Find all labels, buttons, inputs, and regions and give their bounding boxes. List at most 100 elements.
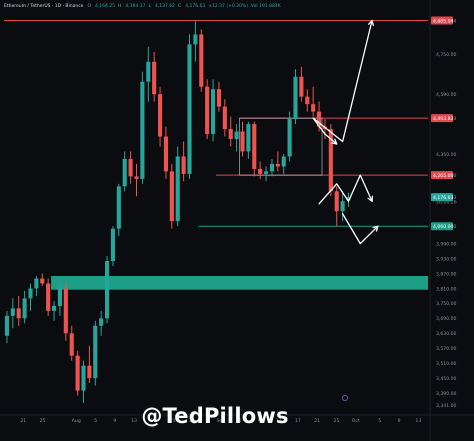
y-tick-label: 3,510.00: [436, 361, 457, 367]
ohlc-l: 4,137.62: [155, 3, 176, 9]
candle-body: [205, 86, 210, 135]
candle-body: [140, 81, 145, 179]
candle-body: [28, 288, 33, 299]
y-tick-label: 4,350.00: [436, 152, 457, 158]
x-tick-label: 25: [40, 418, 46, 424]
y-tick-label: 3,341.00: [436, 403, 457, 409]
candle-body: [10, 308, 15, 316]
candle-body: [134, 176, 139, 179]
mid-path-head: [367, 195, 374, 202]
x-tick-label: Oct: [352, 418, 360, 424]
candle-body: [252, 124, 257, 169]
candle-body: [334, 191, 339, 212]
price-tag: [431, 193, 453, 202]
x-tick-label: 5: [94, 418, 97, 424]
candle-body: [316, 111, 322, 127]
candle-body: [169, 171, 174, 222]
candle-body: [281, 156, 286, 167]
ohlc-o: 4,164.25: [95, 3, 116, 9]
x-tick-label: 13: [276, 418, 282, 424]
candle-body: [263, 171, 269, 174]
ohlc-readout: O 4,164.25 H 4,194.37 L 4,137.62 C 4,176.63 +12.…: [87, 4, 280, 9]
candle-body: [240, 131, 245, 152]
x-tick-label: 5: [239, 418, 242, 424]
ohlc-key-h: H: [118, 3, 122, 9]
y-tick-label: 4,590.00: [436, 92, 457, 98]
x-tick-label: 17: [295, 418, 301, 424]
price-tag-label: 4,493.83: [433, 116, 454, 122]
mid-path: [318, 174, 373, 205]
price-tag-label: 4,176.63: [433, 195, 454, 201]
y-tick-label: 3,630.00: [436, 331, 457, 337]
candle-body: [146, 61, 151, 82]
candle-body: [104, 261, 110, 319]
y-tick-label: 3,750.00: [436, 301, 457, 307]
price-tag: [431, 114, 453, 123]
y-tick-label: 3,870.00: [436, 271, 457, 277]
range-box: [239, 117, 323, 176]
candle-body: [51, 305, 57, 311]
candle-body: [87, 365, 92, 379]
event-marker-icon: [341, 394, 348, 401]
candle-body: [152, 61, 157, 95]
candle-body: [4, 315, 10, 336]
candle-body: [275, 163, 280, 167]
y-tick-label: 16:06:26: [436, 199, 457, 205]
candle-body: [175, 156, 180, 222]
candle-body: [258, 168, 263, 174]
candle-body: [57, 288, 63, 306]
x-tick-label: 5: [378, 418, 381, 424]
candle-body: [75, 355, 80, 391]
candle-body: [293, 76, 298, 120]
candle-body: [69, 333, 74, 356]
price-tag-label: 4,265.00: [433, 173, 454, 179]
chart-header: Ethereum / TetherUS · 1D · Binance O 4,16…: [0, 0, 430, 12]
candle-body: [210, 89, 216, 135]
x-tick-label: 21: [20, 418, 26, 424]
y-tick-label: 3,690.00: [436, 316, 457, 322]
y-tick-label: 3,990.00: [436, 241, 457, 247]
candle-body: [40, 278, 45, 284]
candle-body: [246, 124, 251, 152]
y-tick-label: 3,390.00: [436, 391, 457, 397]
candle-body: [328, 129, 333, 192]
y-tick-label: 3,810.00: [436, 286, 457, 292]
candle-body: [199, 34, 204, 87]
ohlc-key-o: O: [87, 3, 91, 9]
candle-body: [299, 76, 304, 97]
x-tick-label: 9: [113, 418, 116, 424]
candle-body: [110, 228, 116, 262]
bear-path: [341, 213, 379, 245]
candle-body: [287, 119, 292, 157]
x-tick-label: Aug: [72, 418, 81, 424]
x-tick-label: 25: [334, 418, 340, 424]
y-tick-label: 4,750.00: [436, 52, 457, 58]
candle-body: [193, 34, 198, 45]
price-tag: [431, 222, 453, 231]
y-tick-label: 3,450.00: [436, 376, 457, 382]
ohlc-c: 4,176.63: [185, 3, 206, 9]
candle-body: [16, 308, 21, 319]
support-zone: [51, 276, 428, 290]
ohlc-key-l: L: [148, 3, 151, 9]
candle-body: [93, 325, 98, 379]
ohlc-chg: +12.37 (+0.30%): [208, 3, 248, 9]
bull-arrow-head-down-head: [331, 138, 338, 145]
x-tick-label: 21: [314, 418, 320, 424]
symbol-title: Ethereum / TetherUS · 1D · Binance: [4, 3, 84, 9]
price-tag: [431, 171, 453, 180]
candle-body: [311, 104, 316, 112]
candle-body: [346, 197, 351, 201]
x-tick-label: 13: [131, 418, 137, 424]
candle-body: [116, 186, 121, 229]
candle-body: [128, 158, 133, 177]
candle-body: [222, 106, 227, 130]
candle-body: [81, 365, 86, 391]
author-watermark: @TedPillows: [141, 404, 289, 428]
candle-body: [216, 89, 222, 107]
y-tick-label: 3,930.00: [436, 256, 457, 262]
bull-arrow-head-down: [312, 117, 338, 145]
x-tick-label: 25: [189, 418, 195, 424]
